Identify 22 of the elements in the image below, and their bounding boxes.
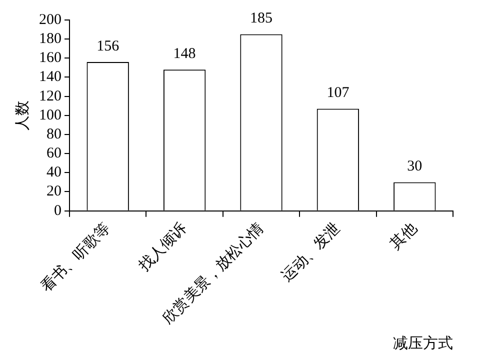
y-tick-label: 20 — [46, 184, 62, 200]
y-axis-title: 人数 — [14, 100, 31, 130]
y-tick-label: 80 — [46, 126, 62, 142]
y-tick-label: 100 — [39, 107, 62, 124]
y-tick-label: 0 — [54, 202, 62, 219]
x-tick-label: 运动、发泄 — [278, 220, 344, 285]
y-tick-label: 160 — [39, 50, 62, 66]
x-tick-label: 找人倾诉 — [135, 220, 190, 275]
x-tick-label: 其他 — [387, 220, 420, 253]
y-tick-label: 180 — [39, 31, 62, 48]
y-tick-label: 60 — [46, 146, 62, 162]
y-tick-label: 40 — [46, 164, 62, 181]
y-tick-label: 140 — [39, 69, 62, 86]
data-label: 185 — [250, 10, 272, 27]
data-label: 107 — [326, 85, 350, 102]
y-tick-label: 120 — [39, 88, 62, 104]
y-tick-label: 200 — [39, 12, 62, 28]
data-label: 148 — [173, 46, 196, 62]
data-label: 30 — [407, 158, 422, 175]
data-label: 156 — [96, 38, 120, 54]
x-axis-title: 减压方式 — [393, 334, 453, 352]
x-tick-label: 看书、听歌等 — [38, 220, 114, 296]
